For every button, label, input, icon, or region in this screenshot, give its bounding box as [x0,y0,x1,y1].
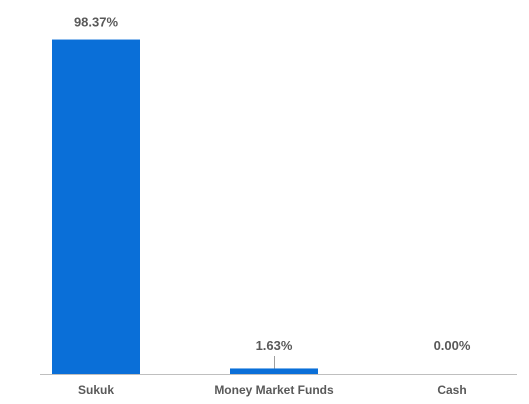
x-tick-label-cash: Cash [437,383,466,397]
x-tick-label-sukuk: Sukuk [78,383,114,397]
x-tick-label-money-market-funds: Money Market Funds [214,383,334,397]
data-label-sukuk: 98.37% [74,15,119,30]
bar-sukuk [52,39,140,375]
data-label-cash: 0.00% [434,338,471,353]
bar-money-market-funds [230,368,318,374]
data-label-money-market-funds: 1.63% [256,338,293,353]
